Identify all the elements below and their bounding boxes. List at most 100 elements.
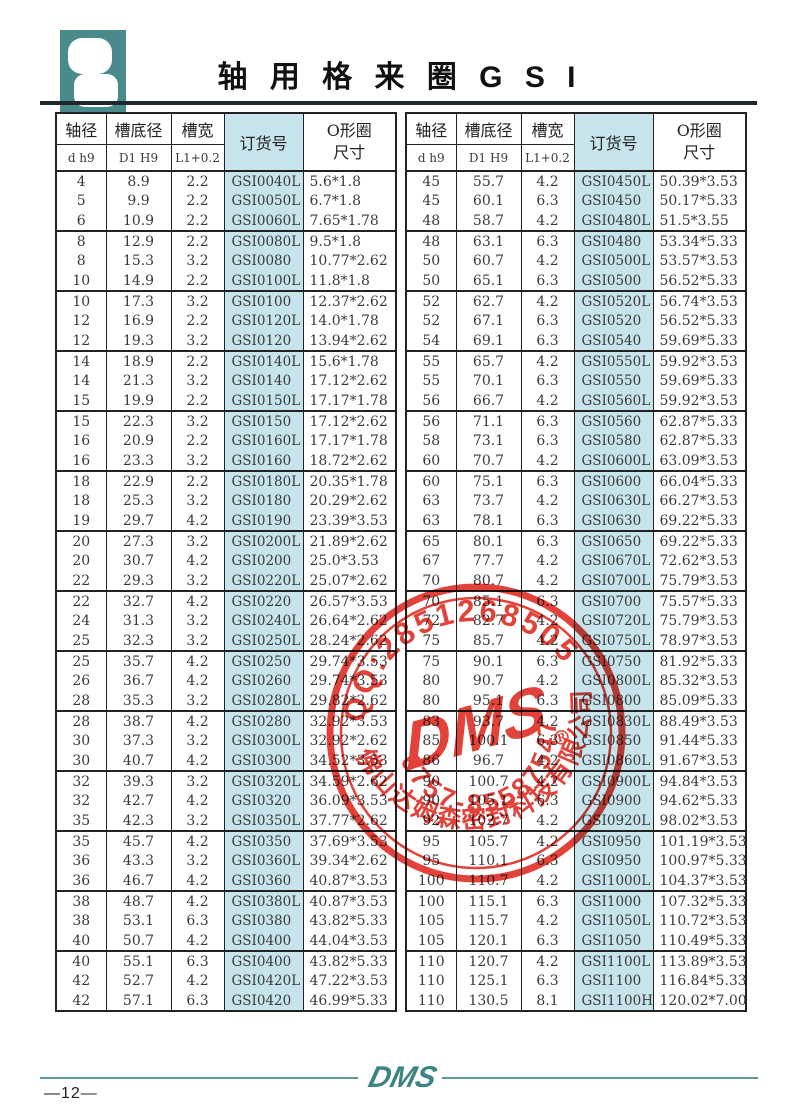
cell-oring-size: 98.02*3.53 [652,811,747,831]
cell-oring-size: 51.5*3.55 [652,211,747,231]
cell-groove-bottom-dia: 46.7 [105,871,172,891]
cell-oring-size: 104.37*3.53 [652,871,747,891]
cell-order-no: GSI1050L [573,911,654,931]
spec-row: 22 32.7 4.2 GSI0220 26.57*3.53 [55,591,397,611]
cell-groove-bottom-dia: 21.3 [105,371,172,391]
spec-row: 48 58.7 4.2 GSI0480L 51.5*3.55 [405,211,747,231]
cell-oring-size: 40.87*3.53 [302,871,397,891]
cell-oring-size: 62.87*5.33 [652,431,747,451]
cell-groove-width: 6.3 [520,231,575,251]
cell-shaft-dia: 85 [405,731,457,751]
cell-groove-width: 3.2 [170,291,225,311]
cell-oring-size: 17.12*2.62 [302,411,397,431]
cell-groove-bottom-dia: 40.7 [105,751,172,771]
cell-order-no: GSI0700L [573,571,654,591]
spec-row: 105 115.7 4.2 GSI1050L 110.72*3.53 [405,911,747,931]
cell-oring-size: 36.09*3.53 [302,791,397,811]
spec-row: 90 100.7 4.2 GSI0900L 94.84*3.53 [405,771,747,791]
cell-groove-width: 2.2 [170,271,225,291]
cell-order-no: GSI0080 [223,251,304,271]
spec-group: 65 80.1 6.3 GSI0650 69.22*5.33 67 77.7 4.2 GSI06… [405,531,747,591]
cell-groove-bottom-dia: 80.7 [455,571,522,591]
col-groove-bottom-dia: 槽底径 [455,113,522,145]
cell-oring-size: 59.69*5.33 [652,331,747,351]
spec-row: 19 29.7 4.2 GSI0190 23.39*3.53 [55,511,397,531]
cell-groove-width: 2.2 [170,171,225,191]
page-title: 轴 用 格 来 圈 G S I [217,61,583,94]
spec-row: 4 8.9 2.2 GSI0040L 5.6*1.8 [55,171,397,191]
cell-groove-bottom-dia: 96.7 [455,751,522,771]
cell-shaft-dia: 38 [55,911,107,931]
cell-groove-bottom-dia: 12.9 [105,231,172,251]
spec-row: 50 65.1 6.3 GSI0500 56.52*5.33 [405,271,747,291]
spec-row: 100 110.7 4.2 GSI1000L 104.37*3.53 [405,871,747,891]
cell-groove-bottom-dia: 25.3 [105,491,172,511]
cell-oring-size: 40.87*3.53 [302,891,397,911]
cell-shaft-dia: 36 [55,871,107,891]
spec-row: 75 85.7 4.2 GSI0750L 78.97*3.53 [405,631,747,651]
cell-groove-bottom-dia: 9.9 [105,191,172,211]
cell-order-no: GSI0600L [573,451,654,471]
cell-groove-width: 6.3 [520,691,575,711]
cell-shaft-dia: 83 [405,711,457,731]
spec-row: 48 63.1 6.3 GSI0480 53.34*5.33 [405,231,747,251]
cell-groove-bottom-dia: 55.1 [105,951,172,971]
cell-order-no: GSI0180L [223,471,304,491]
cell-oring-size: 37.69*3.53 [302,831,397,851]
cell-order-no: GSI1100L [573,951,654,971]
cell-oring-size: 107.32*5.33 [652,891,747,911]
cell-shaft-dia: 80 [405,671,457,691]
cell-groove-width: 4.2 [520,451,575,471]
cell-groove-width: 4.2 [520,611,575,631]
cell-order-no: GSI0160 [223,451,304,471]
cell-shaft-dia: 15 [55,411,107,431]
cell-order-no: GSI0720L [573,611,654,631]
cell-oring-size: 20.35*1.78 [302,471,397,491]
cell-order-no: GSI0560L [573,391,654,411]
spec-row: 55 65.7 4.2 GSI0550L 59.92*3.53 [405,351,747,371]
cell-order-no: GSI0860L [573,751,654,771]
cell-order-no: GSI0400 [223,951,304,971]
cell-order-no: GSI0670L [573,551,654,571]
cell-shaft-dia: 36 [55,851,107,871]
cell-oring-size: 37.77*2.62 [302,811,397,831]
cell-shaft-dia: 42 [55,991,107,1011]
spec-row: 50 60.7 4.2 GSI0500L 53.57*3.53 [405,251,747,271]
spec-row: 63 78.1 6.3 GSI0630 69.22*5.33 [405,511,747,531]
cell-order-no: GSI0550L [573,351,654,371]
cell-groove-bottom-dia: 73.1 [455,431,522,451]
spec-row: 8 12.9 2.2 GSI0080L 9.5*1.8 [55,231,397,251]
cell-shaft-dia: 50 [405,271,457,291]
cell-shaft-dia: 38 [55,891,107,911]
cell-oring-size: 75.79*3.53 [652,611,747,631]
cell-groove-bottom-dia: 100.7 [455,771,522,791]
col-oring-line2: 尺寸 [333,143,366,162]
cell-groove-bottom-dia: 52.7 [105,971,172,991]
cell-groove-bottom-dia: 53.1 [105,911,172,931]
cell-groove-width: 6.3 [520,191,575,211]
spec-row: 38 53.1 6.3 GSI0380 43.82*5.33 [55,911,397,931]
cell-oring-size: 50.17*5.33 [652,191,747,211]
cell-order-no: GSI0420 [223,991,304,1011]
cell-shaft-dia: 54 [405,331,457,351]
spec-row: 20 27.3 3.2 GSI0200L 21.89*2.62 [55,531,397,551]
cell-groove-bottom-dia: 125.1 [455,971,522,991]
cell-groove-width: 4.2 [170,651,225,671]
cell-groove-bottom-dia: 60.7 [455,251,522,271]
cell-order-no: GSI0150 [223,411,304,431]
cell-groove-width: 3.2 [170,531,225,551]
col-shaft-dia-sub: d h9 [405,144,457,171]
cell-oring-size: 110.49*5.33 [652,931,747,951]
cell-oring-size: 26.64*2.62 [302,611,397,631]
spec-row: 63 73.7 4.2 GSI0630L 66.27*3.53 [405,491,747,511]
cell-groove-width: 3.2 [170,631,225,651]
cell-order-no: GSI0120 [223,331,304,351]
cell-groove-width: 6.3 [520,591,575,611]
cell-groove-width: 4.2 [520,491,575,511]
cell-oring-size: 13.94*2.62 [302,331,397,351]
cell-oring-size: 25.07*2.62 [302,571,397,591]
spec-row: 45 55.7 4.2 GSI0450L 50.39*3.53 [405,171,747,191]
cell-order-no: GSI0240L [223,611,304,631]
cell-shaft-dia: 45 [405,171,457,191]
cell-order-no: GSI1000L [573,871,654,891]
